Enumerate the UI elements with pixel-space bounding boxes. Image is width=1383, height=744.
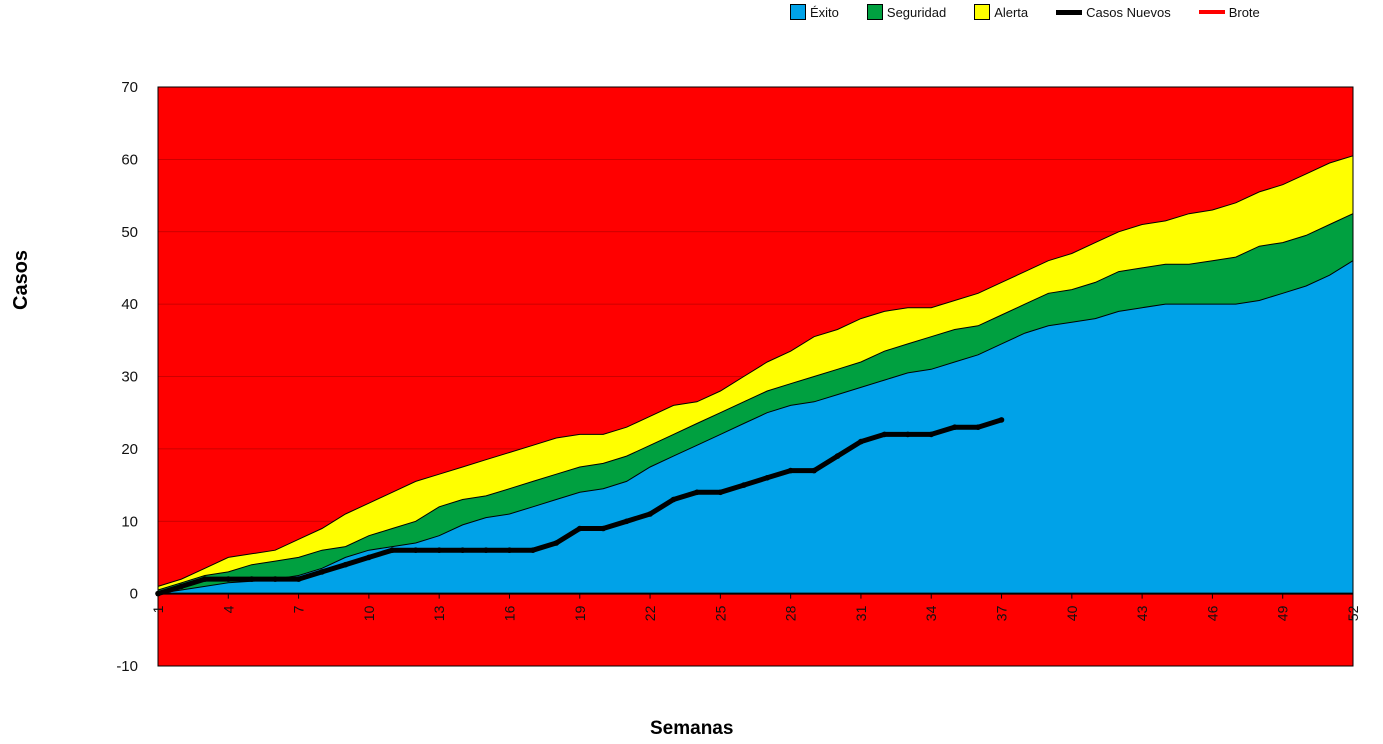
legend-seguridad: Seguridad [866, 4, 947, 20]
point-casos-nuevos-13 [436, 547, 443, 553]
y-tick-label-40: 40 [121, 296, 138, 313]
point-casos-nuevos-33 [905, 431, 911, 438]
point-casos-nuevos-5 [248, 576, 255, 582]
x-tick-label-22: 22 [642, 605, 658, 621]
x-tick-label-37: 37 [994, 605, 1010, 621]
point-casos-nuevos-3 [202, 576, 208, 582]
point-casos-nuevos-10 [366, 554, 372, 561]
legend-swatch-exito [790, 4, 806, 20]
point-casos-nuevos-22 [647, 511, 653, 517]
point-casos-nuevos-14 [459, 547, 466, 553]
x-tick-label-28: 28 [783, 605, 799, 621]
point-casos-nuevos-15 [483, 547, 489, 553]
legend-line-casos-nuevos [1056, 9, 1083, 15]
point-casos-nuevos-11 [389, 547, 396, 553]
point-casos-nuevos-32 [881, 431, 888, 438]
y-tick-label-0: 0 [130, 586, 138, 603]
y-axis-label: Casos [10, 249, 32, 310]
point-casos-nuevos-20 [600, 525, 606, 532]
point-casos-nuevos-8 [319, 569, 325, 575]
point-casos-nuevos-23 [670, 496, 677, 503]
point-casos-nuevos-6 [272, 576, 279, 582]
y-tick-label-10: 10 [121, 513, 138, 530]
x-tick-label-49: 49 [1275, 605, 1291, 621]
x-tick-label-19: 19 [572, 605, 588, 621]
y-tick-label-70: 70 [121, 79, 138, 96]
point-casos-nuevos-25 [717, 489, 724, 496]
point-casos-nuevos-12 [412, 547, 419, 553]
point-casos-nuevos-28 [787, 467, 794, 474]
x-axis-label: Semanas [650, 718, 734, 739]
point-casos-nuevos-4 [225, 576, 232, 582]
point-casos-nuevos-7 [295, 576, 302, 582]
point-casos-nuevos-35 [951, 424, 958, 431]
x-tick-label-4: 4 [220, 605, 236, 613]
x-tick-label-40: 40 [1064, 605, 1080, 621]
point-casos-nuevos-1 [155, 590, 161, 597]
y-tick-label-50: 50 [121, 224, 138, 241]
legend-label-casos-nuevos: Casos Nuevos [1086, 4, 1171, 20]
x-tick-label-46: 46 [1204, 605, 1220, 621]
x-tick-label-52: 52 [1345, 605, 1361, 621]
x-tick-label-16: 16 [501, 605, 517, 621]
point-casos-nuevos-37 [998, 417, 1005, 423]
point-casos-nuevos-26 [741, 482, 747, 488]
legend-exito: Éxito [790, 4, 839, 20]
legend-label-exito: Éxito [810, 4, 839, 20]
point-casos-nuevos-34 [928, 431, 934, 438]
point-casos-nuevos-24 [694, 489, 700, 496]
legend-label-brote: Brote [1228, 4, 1260, 20]
point-casos-nuevos-21 [623, 518, 630, 525]
legend-label-seguridad: Seguridad [886, 4, 947, 20]
point-casos-nuevos-2 [178, 583, 185, 590]
x-tick-label-31: 31 [853, 605, 869, 621]
plot-frame [157, 86, 1354, 667]
x-tick-label-7: 7 [291, 605, 307, 613]
point-casos-nuevos-18 [553, 540, 560, 546]
point-casos-nuevos-16 [506, 547, 513, 553]
point-casos-nuevos-19 [577, 525, 583, 532]
x-tick-label-13: 13 [431, 605, 447, 621]
x-tick-label-10: 10 [361, 605, 377, 621]
legend-swatch-alerta [974, 4, 991, 20]
x-tick-label-1: 1 [150, 605, 166, 613]
point-casos-nuevos-31 [858, 438, 864, 445]
point-casos-nuevos-17 [530, 547, 536, 553]
y-tick-label-60: 60 [121, 151, 138, 168]
point-casos-nuevos-30 [834, 453, 841, 459]
legend-alerta: Alerta [974, 4, 1028, 20]
point-casos-nuevos-29 [811, 467, 817, 474]
area-xito [157, 259, 1354, 595]
x-tick-label-43: 43 [1134, 605, 1150, 621]
legend-label-alerta: Alerta [994, 4, 1029, 20]
point-casos-nuevos-36 [975, 424, 981, 431]
legend: Éxito Seguridad Alerta Casos Nuevos Brot… [790, 4, 1260, 20]
legend-casos-nuevos: Casos Nuevos [1056, 5, 1171, 20]
legend-line-brote [1198, 10, 1225, 14]
point-casos-nuevos-27 [764, 475, 770, 481]
point-casos-nuevos-9 [342, 561, 349, 568]
legend-brote: Brote [1198, 4, 1260, 20]
y-tick-label-30: 30 [121, 369, 138, 386]
y-tick-label--10: -10 [116, 658, 138, 675]
legend-swatch-seguridad [866, 4, 883, 20]
x-tick-label-25: 25 [712, 605, 728, 621]
y-tick-label-20: 20 [121, 441, 138, 458]
x-tick-label-34: 34 [923, 605, 939, 621]
